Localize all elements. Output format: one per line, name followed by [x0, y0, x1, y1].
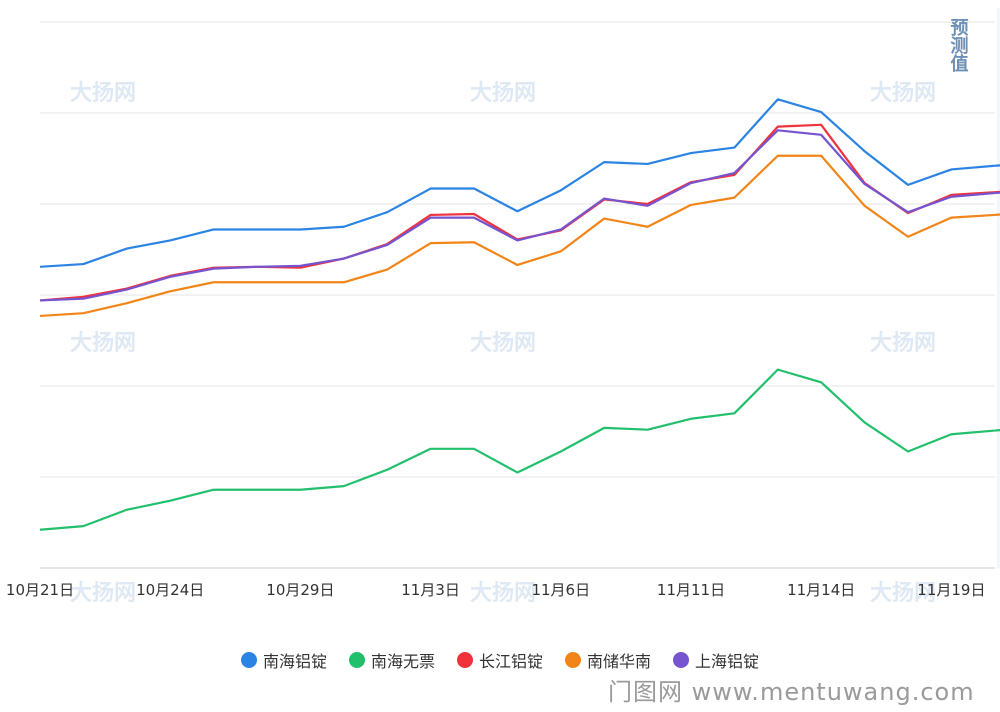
forecast-label: 预测值 [948, 18, 969, 73]
legend-dot-icon [673, 652, 690, 668]
series-line [39, 154, 995, 318]
legend-label: 南海铝锭 [262, 652, 327, 671]
legend-label: 长江铝锭 [478, 652, 543, 671]
gridlines [40, 21, 995, 569]
watermark-text: 大扬网 [470, 81, 536, 106]
x-tick-label: 11月14日 [787, 581, 855, 599]
series-line [39, 129, 995, 302]
legend-dot-icon [565, 652, 581, 668]
legend: 南海铝锭 南海无票 长江铝锭 南储华南 上海铝锭 [0, 648, 1000, 672]
legend-dot-icon [348, 652, 365, 668]
legend-label: 南储华南 [587, 652, 652, 671]
series-layer [39, 98, 1000, 531]
legend-item-changjiang-ingot[interactable]: 长江铝锭 [456, 648, 543, 672]
x-tick-label: 11月19日 [917, 581, 985, 599]
watermark-text: 大扬网 [70, 331, 136, 356]
forecast-band [996, 8, 1000, 568]
legend-dot-icon [456, 652, 473, 668]
watermark-text: 大扬网 [70, 581, 136, 606]
x-axis-ticks: 10月21日 10月24日 10月29日 11月3日 11月6日 11月11日 11月14日… [6, 581, 986, 599]
x-tick-label: 11月11日 [657, 581, 725, 599]
legend-item-nanhai-no-invoice[interactable]: 南海无票 [348, 648, 435, 672]
legend-item-nanhai-ingot[interactable]: 南海铝锭 [240, 648, 327, 672]
x-tick-label: 11月3日 [401, 581, 460, 599]
watermark-text: 大扬网 [470, 331, 536, 356]
legend-item-nanchu-huanan[interactable]: 南储华南 [565, 648, 651, 672]
watermark-text: 大扬网 [870, 331, 936, 356]
watermark-text: 大扬网 [870, 81, 936, 106]
legend-label: 上海铝锭 [695, 652, 760, 671]
series-line [39, 98, 995, 268]
x-tick-label: 10月29日 [266, 581, 334, 599]
x-tick-label: 10月24日 [136, 581, 204, 599]
site-watermark: 门图网 www.mentuwang.com [608, 678, 975, 706]
watermark-text: 大扬网 [870, 581, 936, 606]
watermark-text: 大扬网 [470, 581, 536, 606]
legend-label: 南海无票 [370, 652, 435, 671]
series-line [39, 368, 995, 531]
legend-dot-icon [240, 652, 257, 668]
legend-item-shanghai-ingot[interactable]: 上海铝锭 [673, 648, 759, 672]
x-tick-label: 11月6日 [531, 581, 590, 599]
watermark-text: 大扬网 [70, 81, 136, 106]
x-tick-label: 10月21日 [6, 581, 74, 599]
